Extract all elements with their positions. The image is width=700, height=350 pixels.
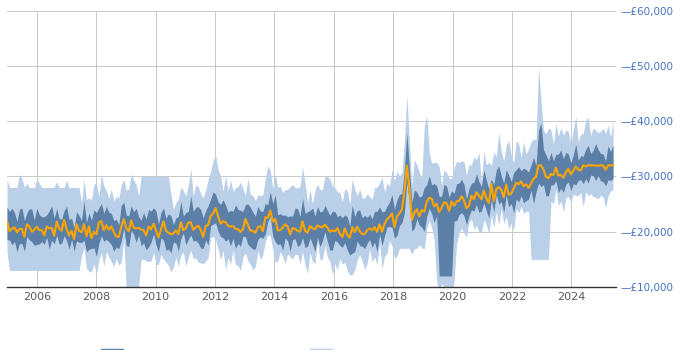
Legend: Median, 25th to 75th Percentile Range, 10th to 90th Percentile Range: Median, 25th to 75th Percentile Range, 1… <box>13 344 512 350</box>
